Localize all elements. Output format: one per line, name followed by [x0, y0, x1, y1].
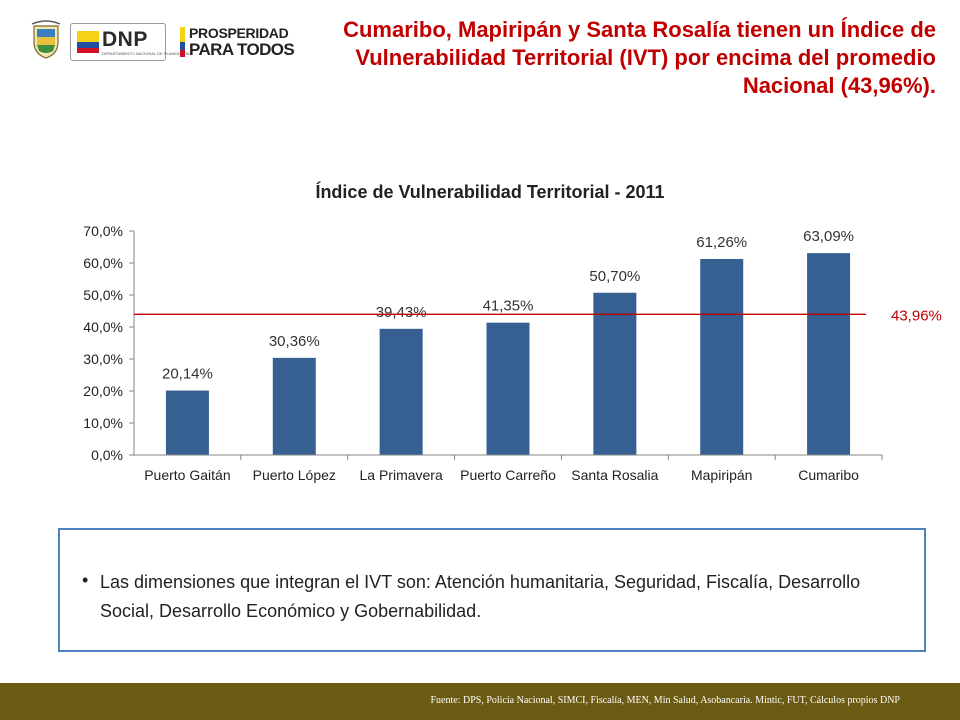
colombia-flag-icon — [77, 31, 99, 53]
y-tick-label: 40,0% — [83, 319, 123, 335]
bar — [593, 292, 637, 455]
y-tick-label: 20,0% — [83, 383, 123, 399]
colombia-coat-of-arms-logo — [28, 20, 64, 60]
bar-data-label: 41,35% — [483, 298, 534, 315]
slide-title: Cumaribo, Mapiripán y Santa Rosalía tien… — [343, 17, 936, 98]
prosperidad-para-todos-logo: PROSPERIDAD PARA TODOS — [180, 25, 295, 59]
reference-line-group: 43,96% — [134, 307, 942, 324]
y-tick-label: 30,0% — [83, 351, 123, 367]
source-note: Fuente: DPS, Policía Nacional, SIMCI, Fi… — [430, 695, 900, 706]
dnp-logo-subtitle: DEPARTAMENTO NACIONAL DE PLANEACIÓN — [102, 51, 190, 56]
x-tick-label: Puerto Carreño — [460, 467, 556, 483]
y-tick-label: 60,0% — [83, 255, 123, 271]
bar — [272, 357, 316, 455]
footer-bar: Fuente: DPS, Policía Nacional, SIMCI, Fi… — [0, 683, 960, 720]
bar-data-label: 30,36% — [269, 333, 320, 350]
dnp-logo: DNP DEPARTAMENTO NACIONAL DE PLANEACIÓN — [70, 23, 190, 61]
info-box: • Las dimensiones que integran el IVT so… — [58, 528, 926, 652]
x-tick-label: Santa Rosalia — [571, 467, 658, 483]
x-tick-label: Cumaribo — [798, 467, 859, 483]
bar-data-label: 50,70% — [589, 268, 640, 285]
y-tick-label: 70,0% — [83, 223, 123, 239]
prosperidad-logo-line1: PROSPERIDAD — [189, 25, 289, 41]
x-tick-label: La Primavera — [360, 467, 443, 483]
prosperidad-logo-line2: PARA TODOS — [189, 40, 295, 59]
bar-data-label: 61,26% — [696, 234, 747, 251]
info-text: Las dimensiones que integran el IVT son:… — [100, 572, 861, 621]
chart-svg: Índice de Vulnerabilidad Territorial - 2… — [83, 181, 942, 483]
x-tick-label: Mapiripán — [691, 467, 752, 483]
bar — [379, 328, 423, 455]
bar — [486, 322, 530, 455]
bar-data-label: 39,43% — [376, 304, 427, 321]
bar-data-label: 63,09% — [803, 228, 854, 245]
chart-title: Índice de Vulnerabilidad Territorial - 2… — [315, 181, 664, 202]
y-tick-label: 50,0% — [83, 287, 123, 303]
x-tick-label: Puerto López — [253, 467, 336, 483]
bar — [700, 258, 744, 455]
y-tick-label: 0,0% — [91, 447, 123, 463]
bars-group: 20,14% 30,36% 39,43% 41,35% 50,70% 61,26% 63,0… — [162, 228, 854, 455]
bullet-marker: • — [82, 570, 89, 590]
bar — [807, 253, 851, 455]
tricolor-bar-icon — [180, 27, 185, 57]
bar — [165, 390, 209, 455]
dnp-logo-text: DNP — [102, 28, 148, 51]
y-tick-label: 10,0% — [83, 415, 123, 431]
y-axis: 0,0% 10,0% 20,0% 30,0% 40,0% 50,0% 60,0% 70,0% — [83, 223, 135, 463]
x-tick-label: Puerto Gaitán — [144, 467, 230, 483]
ivt-bar-chart: Índice de Vulnerabilidad Territorial - 2… — [0, 160, 960, 500]
x-axis: Puerto Gaitán Puerto López La Primavera Pue… — [134, 454, 883, 483]
bar-data-label: 20,14% — [162, 366, 213, 383]
reference-line-label: 43,96% — [891, 307, 942, 324]
